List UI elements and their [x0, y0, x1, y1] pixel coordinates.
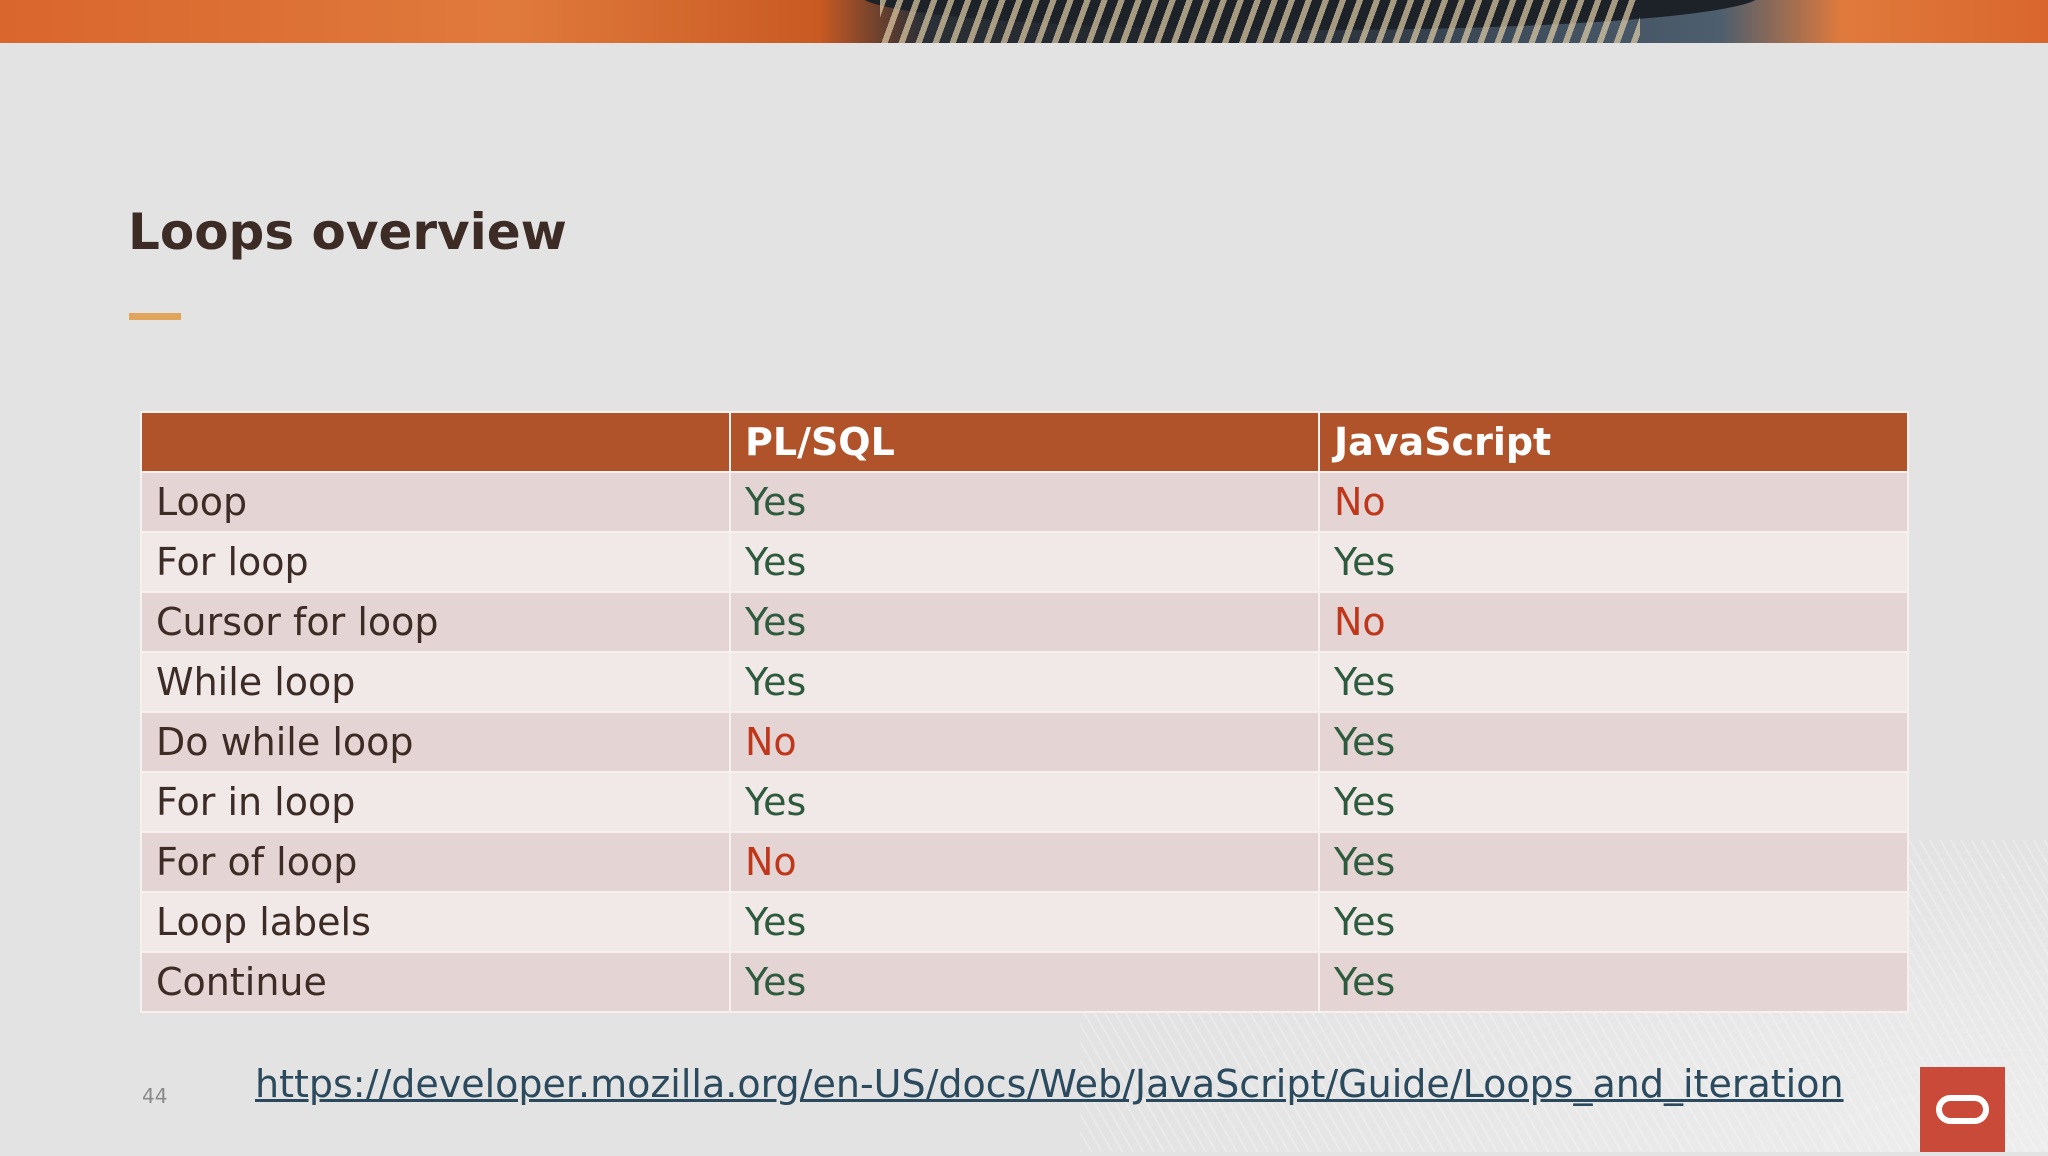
table-row: Loop labels Yes Yes [140, 891, 1909, 953]
table-body: Loop Yes No For loop Yes Yes Cursor for loop Ye… [140, 471, 1909, 1013]
table-row: For in loop Yes Yes [140, 771, 1909, 833]
feature-cell: Loop labels [140, 891, 731, 953]
page-number: 44 [142, 1084, 168, 1108]
plsql-cell: Yes [729, 951, 1320, 1013]
comparison-table: PL/SQL JavaScript Loop Yes No For loop Yes Ye… [140, 411, 1909, 1013]
plsql-cell: Yes [729, 591, 1320, 653]
feature-cell: For of loop [140, 831, 731, 893]
table-row: Cursor for loop Yes No [140, 591, 1909, 653]
plsql-cell: Yes [729, 771, 1320, 833]
javascript-cell: Yes [1318, 531, 1909, 593]
feature-cell: Cursor for loop [140, 591, 731, 653]
reference-link[interactable]: https://developer.mozilla.org/en-US/docs… [255, 1062, 1844, 1106]
plsql-cell: Yes [729, 531, 1320, 593]
feature-cell: Do while loop [140, 711, 731, 773]
javascript-cell: Yes [1318, 711, 1909, 773]
javascript-cell: Yes [1318, 831, 1909, 893]
javascript-cell: Yes [1318, 771, 1909, 833]
plsql-cell: Yes [729, 471, 1320, 533]
page-title: Loops overview [128, 203, 567, 261]
plsql-cell: Yes [729, 651, 1320, 713]
title-accent-bar [129, 313, 181, 320]
plsql-cell: No [729, 831, 1320, 893]
oracle-logo-icon [1920, 1067, 2005, 1152]
feature-cell: Loop [140, 471, 731, 533]
table-header-row: PL/SQL JavaScript [140, 411, 1909, 473]
plsql-cell: Yes [729, 891, 1320, 953]
table-row: While loop Yes Yes [140, 651, 1909, 713]
javascript-cell: No [1318, 471, 1909, 533]
plsql-cell: No [729, 711, 1320, 773]
feature-cell: For loop [140, 531, 731, 593]
table-row: Do while loop No Yes [140, 711, 1909, 773]
banner-stripe-pattern [880, 0, 1640, 43]
javascript-cell: Yes [1318, 891, 1909, 953]
table-row: For loop Yes Yes [140, 531, 1909, 593]
javascript-cell: Yes [1318, 651, 1909, 713]
header-javascript: JavaScript [1318, 411, 1909, 473]
feature-cell: While loop [140, 651, 731, 713]
table-row: Loop Yes No [140, 471, 1909, 533]
header-plsql: PL/SQL [729, 411, 1320, 473]
table-row: For of loop No Yes [140, 831, 1909, 893]
table-row: Continue Yes Yes [140, 951, 1909, 1013]
feature-cell: Continue [140, 951, 731, 1013]
feature-cell: For in loop [140, 771, 731, 833]
javascript-cell: No [1318, 591, 1909, 653]
javascript-cell: Yes [1318, 951, 1909, 1013]
header-feature [140, 411, 731, 473]
header-banner-image [0, 0, 2048, 43]
